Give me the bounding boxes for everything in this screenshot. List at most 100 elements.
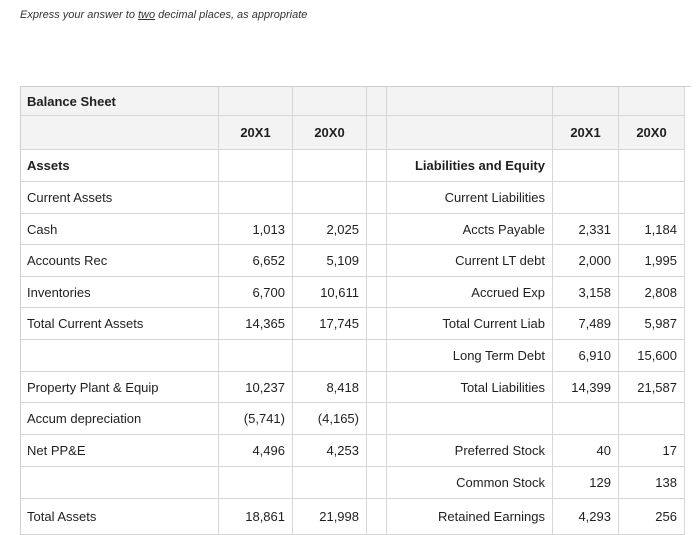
asset-value-20x1: 1,013 — [219, 214, 293, 245]
asset-value-20x1: 6,700 — [219, 277, 293, 308]
gap-cell — [367, 340, 387, 372]
instruction-prefix: Express your answer to — [20, 9, 138, 21]
empty-cell — [219, 150, 293, 182]
asset-value-20x0: 5,109 — [293, 245, 367, 277]
asset-label: Accounts Rec — [21, 245, 219, 277]
liability-label: Preferred Stock — [387, 435, 553, 467]
empty-cell — [293, 340, 367, 372]
liability-label: Long Term Debt — [387, 340, 553, 372]
liability-label: Retained Earnings — [387, 499, 553, 535]
liability-label: Total Liabilities — [387, 372, 553, 403]
liability-value-20x1: 14,399 — [553, 372, 619, 403]
liability-label: Total Current Liab — [387, 308, 553, 340]
liability-value-20x1: 2,331 — [553, 214, 619, 245]
empty-cell — [21, 340, 219, 372]
gap-cell — [367, 435, 387, 467]
gap-cell — [367, 214, 387, 245]
header-empty-cell — [293, 87, 367, 116]
liability-value-20x0: 15,600 — [619, 340, 685, 372]
header-empty-cell — [553, 87, 619, 116]
liability-value-20x1: 6,910 — [553, 340, 619, 372]
liability-value-20x1: 4,293 — [553, 499, 619, 535]
asset-value-20x1: 18,861 — [219, 499, 293, 535]
header-empty-cell — [367, 116, 387, 150]
sheet-title: Balance Sheet — [21, 87, 219, 116]
asset-label: Net PP&E — [21, 435, 219, 467]
liability-value-20x1: 3,158 — [553, 277, 619, 308]
liability-value-20x0: 1,995 — [619, 245, 685, 277]
liabilities-heading: Liabilities and Equity — [387, 150, 553, 182]
empty-cell — [619, 403, 685, 435]
liability-label: Common Stock — [387, 467, 553, 499]
asset-year1-header: 20X1 — [219, 116, 293, 150]
empty-cell — [619, 182, 685, 214]
gap-cell — [367, 403, 387, 435]
header-empty-cell — [387, 116, 553, 150]
header-empty-cell — [387, 87, 553, 116]
asset-value-20x0: (4,165) — [293, 403, 367, 435]
liability-value-20x0: 138 — [619, 467, 685, 499]
empty-cell — [387, 403, 553, 435]
instruction-suffix: decimal places, as appropriate — [155, 9, 308, 21]
asset-value-20x1: 6,652 — [219, 245, 293, 277]
asset-label: Accum depreciation — [21, 403, 219, 435]
asset-value-20x0: 8,418 — [293, 372, 367, 403]
liability-value-20x1: 129 — [553, 467, 619, 499]
liability-label: Accrued Exp — [387, 277, 553, 308]
asset-label: Total Current Assets — [21, 308, 219, 340]
asset-value-20x0: 17,745 — [293, 308, 367, 340]
asset-value-20x0: 21,998 — [293, 499, 367, 535]
empty-cell — [219, 467, 293, 499]
liability-value-20x1: 2,000 — [553, 245, 619, 277]
empty-cell — [293, 467, 367, 499]
instruction-text: Express your answer to two decimal place… — [20, 9, 307, 21]
empty-cell — [553, 182, 619, 214]
empty-cell — [293, 182, 367, 214]
empty-cell — [293, 150, 367, 182]
liability-value-20x1: 7,489 — [553, 308, 619, 340]
gap-cell — [367, 372, 387, 403]
gap-cell — [367, 182, 387, 214]
liab-year0-header: 20X0 — [619, 116, 685, 150]
asset-value-20x0: 10,611 — [293, 277, 367, 308]
gap-cell — [367, 245, 387, 277]
assets-heading: Assets — [21, 150, 219, 182]
liability-value-20x0: 256 — [619, 499, 685, 535]
gap-cell — [367, 499, 387, 535]
liability-value-20x0: 17 — [619, 435, 685, 467]
liability-value-20x0: 1,184 — [619, 214, 685, 245]
asset-value-20x1: 10,237 — [219, 372, 293, 403]
asset-label: Cash — [21, 214, 219, 245]
instruction-underlined: two — [138, 9, 156, 21]
asset-label: Property Plant & Equip — [21, 372, 219, 403]
empty-cell — [219, 182, 293, 214]
asset-value-20x1: 14,365 — [219, 308, 293, 340]
asset-label: Total Assets — [21, 499, 219, 535]
liability-value-20x0: 5,987 — [619, 308, 685, 340]
current-assets-heading: Current Assets — [21, 182, 219, 214]
balance-sheet-table: Balance Sheet 20X1 20X0 20X1 20X0 Assets Liabi… — [20, 86, 691, 535]
asset-value-20x1: 4,496 — [219, 435, 293, 467]
empty-cell — [21, 467, 219, 499]
empty-cell — [619, 150, 685, 182]
liability-value-20x1: 40 — [553, 435, 619, 467]
gap-cell — [367, 308, 387, 340]
asset-year0-header: 20X0 — [293, 116, 367, 150]
current-liabilities-heading: Current Liabilities — [387, 182, 553, 214]
header-empty-cell — [367, 87, 387, 116]
asset-value-20x0: 4,253 — [293, 435, 367, 467]
asset-label: Inventories — [21, 277, 219, 308]
gap-cell — [367, 150, 387, 182]
liability-label: Accts Payable — [387, 214, 553, 245]
header-empty-cell — [219, 87, 293, 116]
header-empty-cell — [21, 116, 219, 150]
asset-value-20x1: (5,741) — [219, 403, 293, 435]
liability-label: Current LT debt — [387, 245, 553, 277]
empty-cell — [219, 340, 293, 372]
empty-cell — [553, 150, 619, 182]
liability-value-20x0: 2,808 — [619, 277, 685, 308]
liab-year1-header: 20X1 — [553, 116, 619, 150]
liability-value-20x0: 21,587 — [619, 372, 685, 403]
gap-cell — [367, 277, 387, 308]
header-empty-cell — [619, 87, 685, 116]
